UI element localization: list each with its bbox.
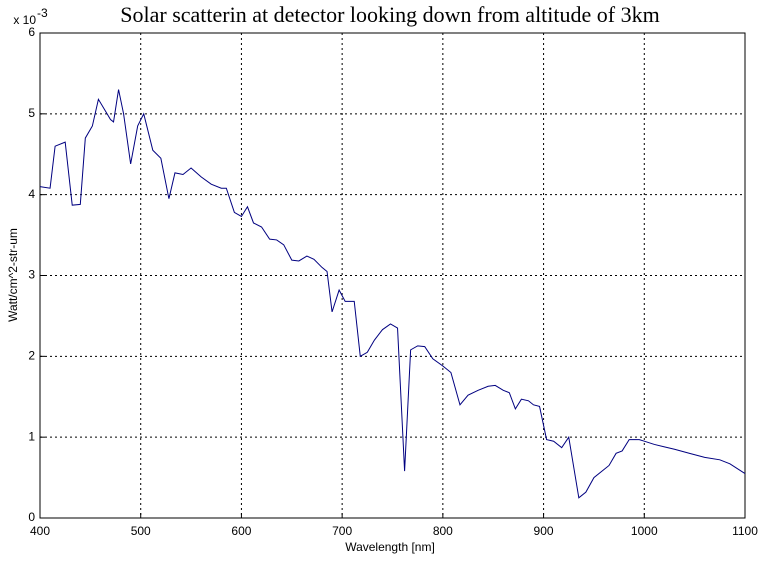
x-tick-label: 1000 [631,524,658,538]
x-axis-label: Wavelength [nm] [345,540,435,554]
x-tick-label: 800 [433,524,453,538]
y-tick-label: 2 [28,349,35,363]
plot-area [40,33,745,518]
x-tick-label: 400 [30,524,50,538]
x-tick-label: 700 [332,524,352,538]
x-tick-label: 600 [231,524,251,538]
chart-title: Solar scatterin at detector looking down… [120,2,659,27]
x-tick-label: 900 [534,524,554,538]
data-line [39,89,746,499]
axes-box [39,32,746,519]
y-tick-label: 3 [28,268,35,282]
y-exponent-base: x 10 [13,13,36,27]
x-tick-label: 1100 [732,524,758,538]
y-tick-label: 1 [28,429,35,443]
y-tick-label: 6 [28,25,35,39]
y-tick-label: 4 [28,187,35,201]
y-axis-label: Watt/cm^2-str-um [6,228,20,322]
y-exponent-power: -3 [37,6,48,20]
x-tick-label: 500 [131,524,151,538]
y-tick-label: 0 [28,510,35,524]
y-tick-label: 5 [28,106,35,120]
